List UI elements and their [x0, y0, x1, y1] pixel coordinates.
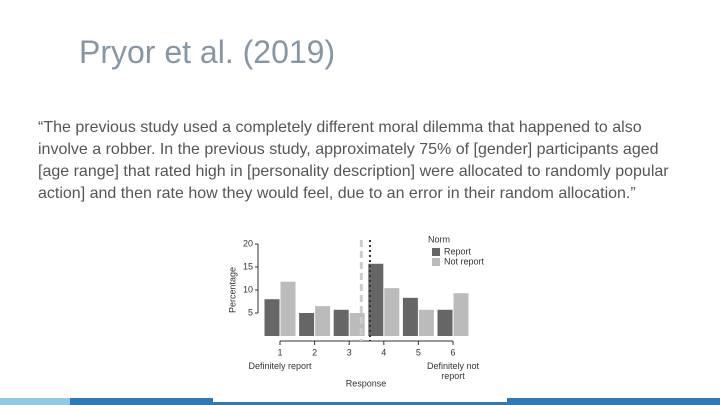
x-tick-label: 1 [277, 347, 282, 357]
bar [315, 306, 331, 336]
x-annotation: Definitely report [248, 361, 312, 371]
quote-text: “The previous study used a completely di… [38, 119, 669, 202]
bar [280, 281, 296, 336]
legend-label: Not report [444, 256, 485, 266]
bar [418, 309, 434, 336]
footer-bar [0, 398, 70, 405]
x-tick-label: 5 [416, 347, 421, 357]
slide-title: Pryor et al. (2019) [79, 34, 336, 70]
legend-swatch [432, 258, 440, 266]
bar [264, 299, 280, 336]
x-tick-label: 4 [381, 347, 386, 357]
legend-swatch [432, 248, 440, 256]
bar [384, 288, 400, 336]
x-axis-label: Response [346, 378, 387, 388]
bar [333, 309, 349, 336]
legend-title: Norm [428, 234, 450, 244]
bar [368, 263, 384, 336]
x-tick-label: 6 [450, 347, 455, 357]
legend-label: Report [444, 246, 472, 256]
x-tick-label: 2 [312, 347, 317, 357]
bar [402, 297, 418, 336]
y-tick-label: 10 [243, 284, 253, 294]
y-tick-label: 15 [243, 261, 253, 271]
bar [437, 309, 453, 336]
y-tick-label: 20 [243, 238, 253, 248]
chart-background [213, 398, 507, 402]
y-tick-label: 5 [248, 307, 253, 317]
bar [453, 293, 469, 336]
bar [299, 313, 315, 336]
x-annotation: Definitely not report [426, 361, 480, 381]
x-tick-label: 3 [347, 347, 352, 357]
y-axis-label: Percentage [227, 267, 237, 313]
